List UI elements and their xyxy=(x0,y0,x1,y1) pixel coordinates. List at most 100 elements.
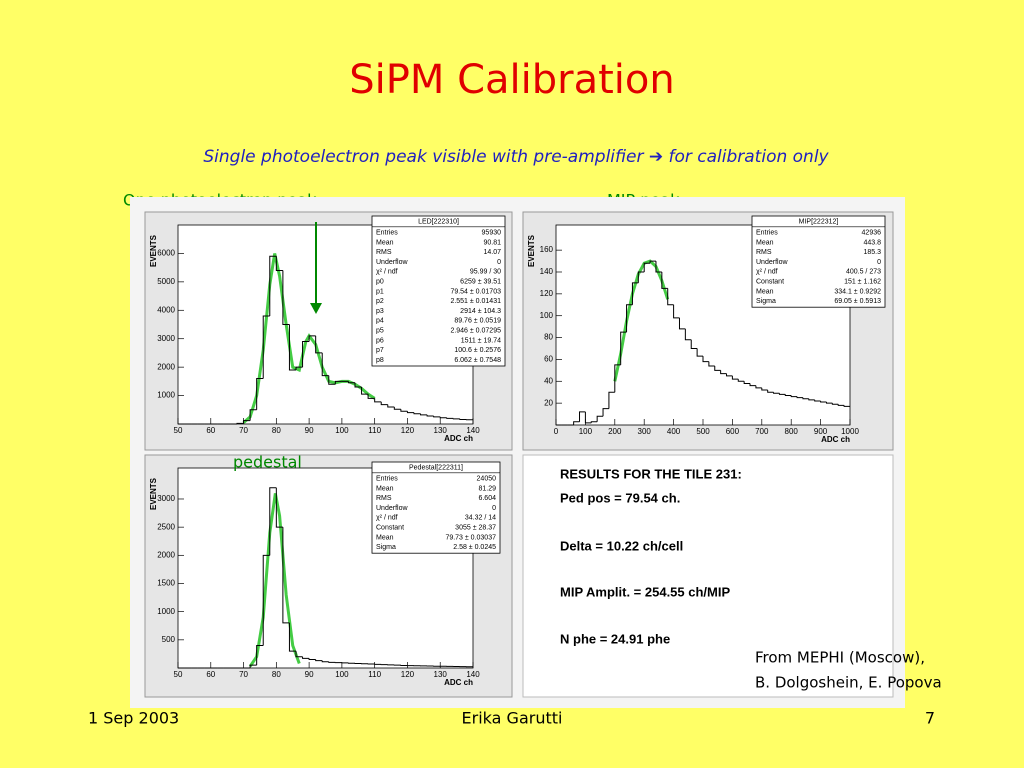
histogram-bin xyxy=(275,487,283,528)
histogram-bin xyxy=(380,401,388,406)
histogram-bin xyxy=(321,352,329,377)
x-tick-label: 1000 xyxy=(841,427,859,436)
histogram-bin xyxy=(808,398,815,401)
x-tick-label: 800 xyxy=(785,427,799,436)
x-tick-label: 0 xyxy=(554,427,559,436)
histogram-bin xyxy=(321,660,329,663)
stats-label: p7 xyxy=(376,347,384,354)
histogram-bin xyxy=(626,304,633,333)
histogram-bin xyxy=(420,413,428,416)
x-tick-label: 200 xyxy=(608,427,622,436)
stats-label: RMS xyxy=(376,495,392,502)
histogram-bin xyxy=(761,387,768,391)
histogram-bin xyxy=(406,411,414,414)
stats-value: 100.6 ± 0.2576 xyxy=(454,347,501,354)
stats-title: LED[222310] xyxy=(418,219,459,226)
stats-value: 79.73 ± 0.03037 xyxy=(445,534,496,541)
histogram-bin xyxy=(361,387,369,395)
stats-value: 69.05 ± 0.5913 xyxy=(834,298,881,305)
stats-value: 6259 ± 39.51 xyxy=(460,279,501,286)
stats-label: Sigma xyxy=(756,298,776,305)
credit: From MEPHI (Moscow), xyxy=(755,649,925,667)
histogram-bin xyxy=(649,260,656,264)
stats-value: 6.604 xyxy=(478,495,496,502)
y-tick-label: 2000 xyxy=(157,362,175,371)
histogram-bin xyxy=(315,659,323,662)
x-tick-label: 60 xyxy=(206,670,215,679)
histogram-bin xyxy=(831,403,839,405)
x-tick-label: 120 xyxy=(401,426,415,435)
histogram-bin xyxy=(288,622,296,652)
histogram-bin xyxy=(328,375,336,385)
histogram-bin xyxy=(631,282,639,305)
x-tick-label: 700 xyxy=(755,427,769,436)
histogram-bin xyxy=(661,271,668,289)
footer-date: 1 Sep 2003 xyxy=(88,709,179,728)
stats-label: p1 xyxy=(376,288,384,295)
y-tick-label: 3000 xyxy=(157,494,175,503)
histogram-bin xyxy=(743,381,751,384)
y-tick-label: 2000 xyxy=(157,550,175,559)
histogram-bin xyxy=(249,409,257,421)
y-axis-label: EVENTS xyxy=(149,477,158,510)
histogram-bin xyxy=(802,397,809,400)
histogram-bin xyxy=(667,288,674,306)
stats-label: Mean xyxy=(376,239,394,246)
histogram-bin xyxy=(387,404,395,408)
histogram-bin xyxy=(684,328,692,341)
y-tick-label: 1000 xyxy=(157,391,175,400)
histogram-bin xyxy=(778,393,786,395)
x-tick-label: 130 xyxy=(434,426,448,435)
x-tick-label: 900 xyxy=(814,427,828,436)
credit: B. Dolgoshein, E. Popova xyxy=(755,674,942,692)
histogram-bin xyxy=(295,366,303,370)
histogram-bin xyxy=(843,405,850,407)
histogram-bin xyxy=(590,421,598,423)
y-tick-label: 100 xyxy=(540,311,554,320)
histogram-bin xyxy=(459,418,467,420)
stats-value: 0 xyxy=(492,505,496,512)
results-box xyxy=(522,454,894,698)
y-tick-label: 1500 xyxy=(157,579,175,588)
stats-label: p8 xyxy=(376,357,384,364)
arrow-head xyxy=(310,303,322,314)
histogram-bin xyxy=(696,348,703,357)
histogram-bin xyxy=(755,385,762,389)
x-axis-label: ADC ch xyxy=(444,434,473,443)
stats-label: p5 xyxy=(376,328,384,335)
x-tick-label: 70 xyxy=(239,426,248,435)
histogram-bin xyxy=(637,271,645,283)
stats-value: 6.062 ± 0.7548 xyxy=(454,357,501,364)
stats-value: 90.81 xyxy=(483,239,501,246)
histogram-bin xyxy=(275,256,283,271)
histogram-bin xyxy=(308,658,316,661)
stats-value: 95930 xyxy=(482,230,502,237)
results-line: Ped pos = 79.54 ch. xyxy=(560,490,680,505)
y-tick-label: 60 xyxy=(544,355,553,364)
histogram-bin xyxy=(243,420,251,424)
y-tick-label: 140 xyxy=(540,267,554,276)
histogram-bin xyxy=(579,411,586,422)
stats-value: 2914 ± 104.3 xyxy=(460,308,501,315)
histogram-bin xyxy=(367,394,375,399)
histogram-bin xyxy=(814,399,821,402)
slide-title: SiPM Calibration xyxy=(349,57,675,103)
histogram-bin xyxy=(446,417,454,419)
stats-label: Mean xyxy=(376,534,394,541)
histogram-bin xyxy=(690,339,698,349)
x-tick-label: 140 xyxy=(466,426,480,435)
histogram-bin xyxy=(573,421,580,425)
stats-value: 185.3 xyxy=(863,249,881,256)
results-line: MIP Amplit. = 254.55 ch/MIP xyxy=(560,584,730,599)
x-tick-label: 80 xyxy=(272,670,281,679)
footer-author: Erika Garutti xyxy=(462,709,563,728)
x-tick-label: 80 xyxy=(272,426,281,435)
x-tick-label: 100 xyxy=(335,670,349,679)
y-axis-label: EVENTS xyxy=(527,234,536,267)
x-tick-label: 110 xyxy=(368,670,381,679)
x-tick-label: 110 xyxy=(368,426,381,435)
stats-label: Entries xyxy=(376,230,398,237)
stats-title: Pedestal[222311] xyxy=(409,465,463,472)
stats-label: Underflow xyxy=(376,259,408,266)
